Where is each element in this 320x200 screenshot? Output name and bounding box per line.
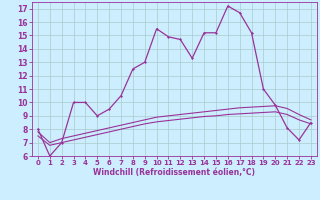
X-axis label: Windchill (Refroidissement éolien,°C): Windchill (Refroidissement éolien,°C) <box>93 168 255 177</box>
